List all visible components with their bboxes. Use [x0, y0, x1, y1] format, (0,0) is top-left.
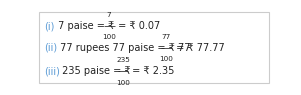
Text: 235: 235	[116, 57, 130, 63]
Text: 7 paise = ₹: 7 paise = ₹	[54, 21, 117, 31]
Text: (ii): (ii)	[45, 43, 58, 53]
Text: 235 paise = ₹: 235 paise = ₹	[59, 66, 134, 76]
Text: 7: 7	[107, 12, 111, 18]
Text: = ₹ 2.35: = ₹ 2.35	[129, 66, 175, 76]
Text: 100: 100	[102, 34, 116, 40]
Text: 77: 77	[162, 34, 171, 40]
Text: 77 rupees 77 paise = ₹ 77: 77 rupees 77 paise = ₹ 77	[57, 43, 190, 53]
Text: = ₹ 0.07: = ₹ 0.07	[116, 21, 161, 31]
FancyBboxPatch shape	[39, 13, 269, 83]
Text: = ₹ 77.77: = ₹ 77.77	[173, 43, 225, 53]
Text: (iii): (iii)	[45, 66, 61, 76]
Text: 100: 100	[160, 56, 173, 62]
Text: (i): (i)	[45, 21, 55, 31]
Text: 100: 100	[116, 80, 130, 86]
